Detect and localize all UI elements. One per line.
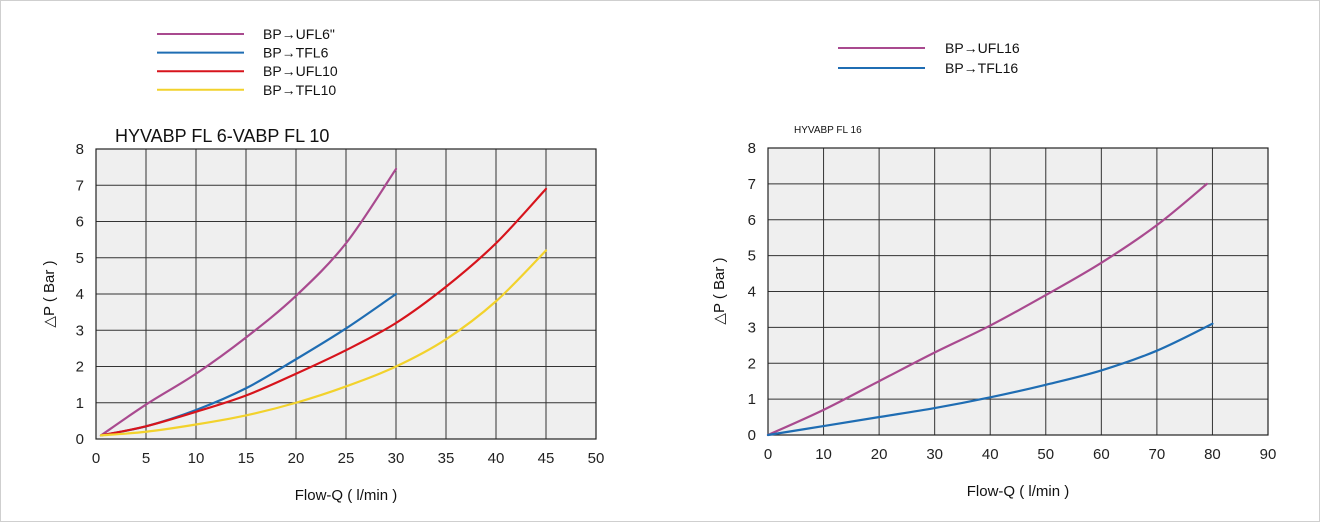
y-axis-label: △P ( Bar ) — [711, 257, 728, 324]
series-line-3 — [99, 187, 548, 437]
x-tick-label: 10 — [188, 450, 205, 467]
y-tick-label: 1 — [748, 391, 756, 408]
chart-2: 0 10 20 30 40 50 60 70 80 90 0 1 2 3 4 5 6 7 8 HYVABP FL 16… — [711, 40, 1276, 500]
y-tick-label: 6 — [748, 212, 756, 229]
chart-title: HYVABP FL 16 — [794, 125, 862, 136]
x-tick-label: 40 — [488, 450, 505, 467]
legend-label: BP→TFL16 — [945, 60, 1018, 76]
x-tick-label: 25 — [338, 450, 355, 467]
x-tick-label: 30 — [926, 446, 943, 463]
legend-label: BP→UFL16 — [945, 40, 1020, 56]
x-tick-label: 50 — [588, 450, 605, 467]
y-axis-label: △P ( Bar ) — [41, 260, 58, 327]
y-tick-label: 4 — [76, 286, 84, 303]
legend-label: BP→TFL10 — [263, 82, 336, 98]
series-line-4 — [99, 249, 548, 437]
y-tick-label: 3 — [748, 319, 756, 336]
chart-title: HYVABP FL 6-VABP FL 10 — [115, 126, 329, 146]
y-tick-label: 1 — [76, 395, 84, 412]
y-tick-label: 0 — [76, 431, 84, 448]
y-tick-label: 8 — [748, 140, 756, 157]
x-tick-label: 20 — [871, 446, 888, 463]
x-tick-label: 35 — [438, 450, 455, 467]
y-tick-label: 6 — [76, 214, 84, 231]
x-tick-label: 40 — [982, 446, 999, 463]
y-tick-label: 3 — [76, 322, 84, 339]
x-tick-label: 60 — [1093, 446, 1110, 463]
y-tick-label: 7 — [748, 176, 756, 193]
series-line-2 — [766, 322, 1214, 437]
legend-label: BP→UFL10 — [263, 63, 338, 79]
x-tick-label: 45 — [538, 450, 555, 467]
series-line-1 — [766, 182, 1208, 437]
x-tick-label: 80 — [1204, 446, 1221, 463]
plot-border — [767, 147, 1269, 436]
y-tick-label: 0 — [748, 427, 756, 444]
x-tick-label: 5 — [142, 450, 150, 467]
y-tick-label: 8 — [76, 141, 84, 158]
x-axis-label: Flow-Q ( l/min ) — [967, 483, 1070, 500]
y-tick-label: 2 — [76, 359, 84, 376]
x-tick-label: 0 — [764, 446, 772, 463]
x-tick-label: 50 — [1037, 446, 1054, 463]
x-tick-label: 20 — [288, 450, 305, 467]
x-tick-label: 30 — [388, 450, 405, 467]
x-tick-label: 0 — [92, 450, 100, 467]
x-tick-label: 10 — [815, 446, 832, 463]
x-tick-label: 15 — [238, 450, 255, 467]
y-tick-label: 2 — [748, 355, 756, 372]
series-line-1 — [99, 167, 398, 437]
x-tick-label: 90 — [1260, 446, 1277, 463]
plot-border — [95, 148, 597, 440]
legend-label: BP→TFL6 — [263, 45, 329, 61]
x-tick-label: 70 — [1149, 446, 1166, 463]
legend-label: BP→UFL6" — [263, 26, 335, 42]
y-tick-label: 7 — [76, 177, 84, 194]
y-tick-label: 4 — [748, 284, 756, 301]
x-axis-label: Flow-Q ( l/min ) — [295, 487, 398, 504]
y-tick-label: 5 — [76, 250, 84, 267]
y-tick-label: 5 — [748, 248, 756, 265]
